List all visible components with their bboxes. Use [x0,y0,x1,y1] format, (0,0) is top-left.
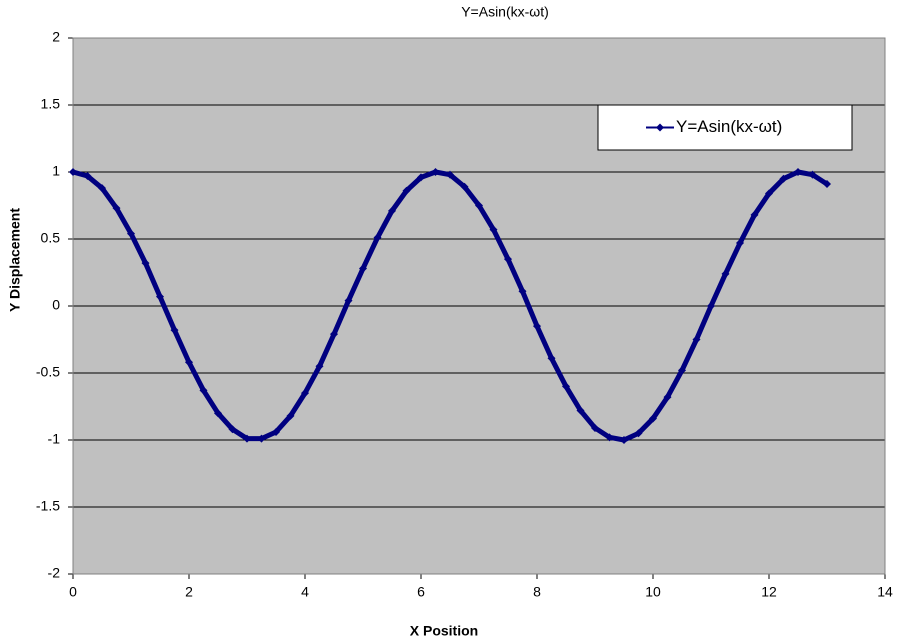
y-tick-label: -0.5 [36,364,60,380]
x-tick-label: 2 [185,584,193,600]
data-point [794,168,802,176]
data-point [576,406,585,415]
data-point [823,180,831,189]
x-axis-label: X Position [410,623,478,639]
y-tick-label: 1.5 [41,96,61,112]
data-point [779,174,788,183]
data-point [301,389,309,398]
data-point [214,409,222,418]
data-point [678,366,686,375]
data-point [692,335,701,344]
data-point [431,168,440,176]
data-point [141,259,150,268]
data-point [243,434,251,443]
data-point [98,184,106,193]
y-tick-label: -1 [48,431,61,447]
data-point [373,233,382,242]
data-point [750,210,759,219]
data-point [533,322,541,331]
x-tick-label: 6 [417,584,425,600]
data-point [707,302,715,310]
data-point [663,393,672,402]
data-point [199,386,208,395]
legend-marker [656,123,664,132]
data-point [765,189,773,198]
data-point [330,330,338,339]
y-tick-label: 0.5 [41,230,61,246]
x-tick-label: 14 [877,584,893,600]
data-point [649,414,657,423]
data-point [808,170,817,179]
data-point [286,411,295,420]
data-point [591,423,599,432]
data-point [83,172,92,181]
data-point [417,173,425,182]
data-point [170,326,179,335]
data-point [634,429,643,438]
data-point [518,287,527,296]
x-tick-label: 4 [301,584,309,600]
data-point [446,170,454,179]
data-point [402,186,411,195]
data-point [605,433,614,442]
data-point [504,255,512,264]
data-point [257,434,266,443]
plot-border [72,37,886,575]
data-point [562,382,570,391]
x-tick-label: 10 [645,584,661,600]
data-point [156,292,164,301]
data-point [460,182,469,191]
y-tick-label: -2 [48,565,61,581]
y-tick-label: -1.5 [36,498,60,514]
data-point [475,201,483,210]
data-point [344,296,353,305]
y-tick-label: 1 [52,163,60,179]
data-point [489,225,498,234]
data-point [547,354,556,363]
y-tick-label: 2 [52,29,60,45]
data-point [69,168,77,176]
data-point [736,239,744,248]
data-point [272,427,280,436]
legend-box [597,104,853,151]
data-point [388,206,396,215]
data-point [315,362,324,371]
y-tick-label: 0 [52,297,60,313]
x-tick-label: 12 [761,584,777,600]
legend-label: Y=Asin(kx-ωt) [676,117,782,136]
data-point [112,204,121,213]
data-point [228,425,237,434]
x-tick-label: 0 [69,584,77,600]
data-point [359,264,367,273]
chart-title: Y=Asin(kx-ωt) [461,4,549,20]
data-point [127,229,135,238]
data-point [185,358,193,367]
y-axis-label: Y Displacement [7,208,23,312]
data-point [721,269,730,278]
x-tick-label: 8 [533,584,541,600]
data-point [620,436,628,444]
